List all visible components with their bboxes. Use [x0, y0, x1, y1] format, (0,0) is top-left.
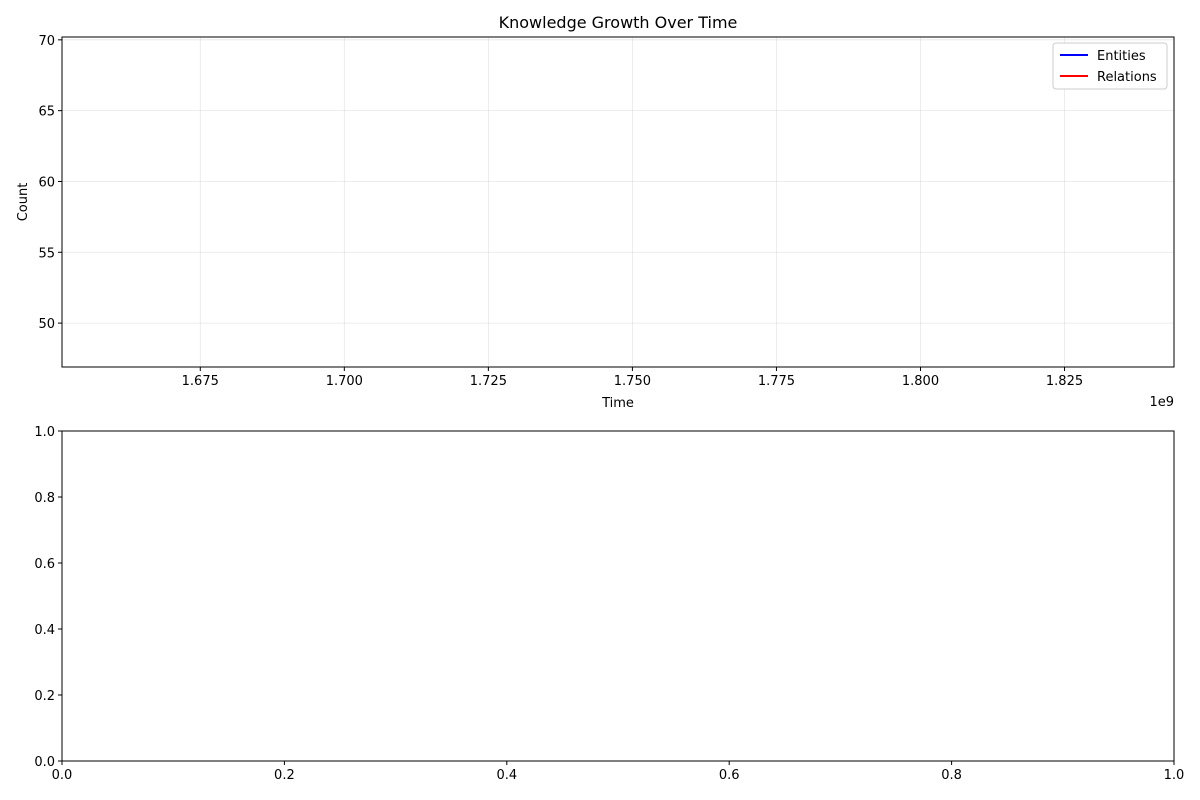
- x-tick-label: 0.2: [274, 768, 295, 783]
- x-tick-label: 1.750: [614, 374, 651, 389]
- x-tick-label: 0.0: [52, 768, 73, 783]
- y-tick-label: 0.4: [34, 623, 55, 638]
- y-tick-label: 0.2: [34, 689, 55, 704]
- x-tick-label: 0.8: [941, 768, 962, 783]
- x-tick-label: 1.675: [182, 374, 219, 389]
- x-axis-label: Time: [601, 396, 634, 411]
- legend-label-relations: Relations: [1097, 70, 1157, 85]
- y-tick-label: 60: [38, 175, 55, 190]
- x-tick-label: 0.6: [719, 768, 740, 783]
- x-tick-label: 1.800: [902, 374, 939, 389]
- y-axis-ticks: 0.0 0.2 0.4 0.6 0.8 1.0: [34, 425, 62, 770]
- y-tick-label: 55: [38, 246, 55, 261]
- y-tick-label: 65: [38, 105, 55, 120]
- y-tick-label: 0.0: [34, 755, 55, 770]
- y-tick-label: 1.0: [34, 425, 55, 440]
- knowledge-growth-chart: Knowledge Growth Over Time 1.675 1.700 1.7…: [16, 13, 1175, 411]
- chart-title: Knowledge Growth Over Time: [499, 13, 738, 32]
- x-tick-label: 0.4: [496, 768, 517, 783]
- x-axis-ticks: 0.0 0.2 0.4 0.6 0.8 1.0: [52, 761, 1185, 783]
- y-tick-label: 0.8: [34, 491, 55, 506]
- x-axis-ticks: 1.675 1.700 1.725 1.750 1.775 1.800 1.825: [182, 367, 1083, 389]
- y-tick-label: 70: [38, 34, 55, 49]
- legend-label-entities: Entities: [1097, 49, 1146, 64]
- y-tick-label: 50: [38, 317, 55, 332]
- y-axis-ticks: 50 55 60 65 70: [38, 34, 62, 332]
- x-tick-label: 1.775: [758, 374, 795, 389]
- x-tick-label: 1.700: [326, 374, 363, 389]
- y-axis-label: Count: [16, 183, 31, 222]
- plot-frame: [61, 36, 1175, 368]
- x-axis-offset-text: 1e9: [1149, 395, 1174, 410]
- grid-lines: [62, 37, 1174, 367]
- plot-frame: [61, 430, 1175, 762]
- x-tick-label: 1.0: [1164, 768, 1185, 783]
- y-tick-label: 0.6: [34, 557, 55, 572]
- legend: Entities Relations: [1052, 42, 1168, 90]
- x-tick-label: 1.825: [1046, 374, 1083, 389]
- empty-chart: 0.0 0.2 0.4 0.6 0.8 1.0 0.0 0.2 0.4 0.6 0.8 1.0: [34, 425, 1184, 783]
- x-tick-label: 1.725: [470, 374, 507, 389]
